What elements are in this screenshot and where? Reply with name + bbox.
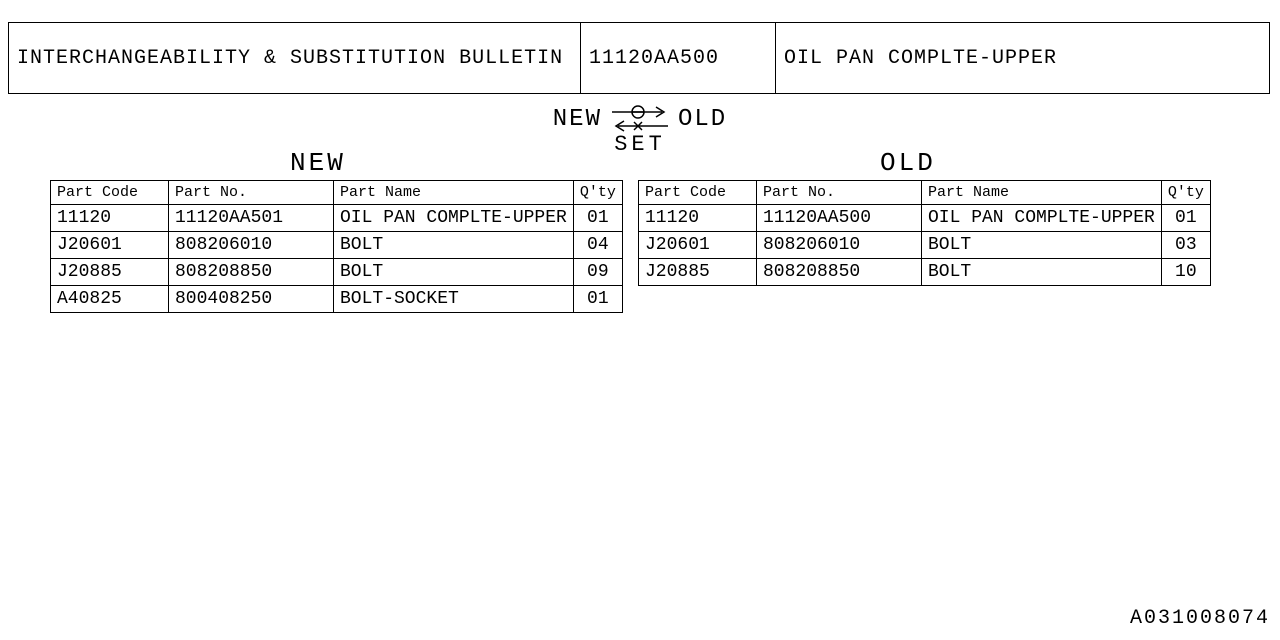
- col-header-code: Part Code: [639, 181, 757, 205]
- table-header-row: Part Code Part No. Part Name Q'ty: [51, 181, 623, 205]
- set-new-label: NEW: [553, 106, 602, 133]
- old-parts-table: Part Code Part No. Part Name Q'ty 111201…: [638, 180, 1211, 286]
- table-row: J20601808206010BOLT03: [639, 232, 1211, 259]
- cell-qty: 03: [1161, 232, 1210, 259]
- table-header-row: Part Code Part No. Part Name Q'ty: [639, 181, 1211, 205]
- cell-code: J20885: [51, 259, 169, 286]
- table-row: J20601808206010BOLT04: [51, 232, 623, 259]
- cell-code: J20601: [51, 232, 169, 259]
- col-header-qty: Q'ty: [573, 181, 622, 205]
- cell-name: OIL PAN COMPLTE-UPPER: [922, 205, 1162, 232]
- cell-code: J20885: [639, 259, 757, 286]
- set-old-label: OLD: [678, 106, 727, 133]
- document-number: A031008074: [1130, 607, 1270, 630]
- set-bottom-label: SET: [510, 132, 770, 157]
- cell-name: OIL PAN COMPLTE-UPPER: [334, 205, 574, 232]
- col-header-name: Part Name: [334, 181, 574, 205]
- table-row: 1112011120AA501OIL PAN COMPLTE-UPPER01: [51, 205, 623, 232]
- col-header-name: Part Name: [922, 181, 1162, 205]
- col-header-code: Part Code: [51, 181, 169, 205]
- cell-qty: 09: [573, 259, 622, 286]
- section-label-new: NEW: [290, 148, 346, 178]
- table-row: A40825800408250BOLT-SOCKET01: [51, 286, 623, 313]
- cell-qty: 01: [573, 286, 622, 313]
- cell-no: 808206010: [169, 232, 334, 259]
- cell-no: 808208850: [169, 259, 334, 286]
- cell-qty: 10: [1161, 259, 1210, 286]
- cell-name: BOLT-SOCKET: [334, 286, 574, 313]
- cell-code: 11120: [51, 205, 169, 232]
- table-row: J20885808208850BOLT09: [51, 259, 623, 286]
- table-row: J20885808208850BOLT10: [639, 259, 1211, 286]
- table-row: 1112011120AA500OIL PAN COMPLTE-UPPER01: [639, 205, 1211, 232]
- cell-no: 11120AA501: [169, 205, 334, 232]
- cell-code: A40825: [51, 286, 169, 313]
- col-header-no: Part No.: [169, 181, 334, 205]
- col-header-qty: Q'ty: [1161, 181, 1210, 205]
- col-header-no: Part No.: [757, 181, 922, 205]
- cell-qty: 01: [573, 205, 622, 232]
- cell-code: 11120: [639, 205, 757, 232]
- header-part-name: OIL PAN COMPLTE-UPPER: [776, 23, 1269, 93]
- set-symbol-row1: NEW OLD: [510, 102, 770, 136]
- header-title: INTERCHANGEABILITY & SUBSTITUTION BULLET…: [9, 23, 581, 93]
- cell-name: BOLT: [922, 232, 1162, 259]
- cell-qty: 04: [573, 232, 622, 259]
- new-parts-table: Part Code Part No. Part Name Q'ty 111201…: [50, 180, 623, 313]
- cell-code: J20601: [639, 232, 757, 259]
- cell-no: 800408250: [169, 286, 334, 313]
- section-label-old: OLD: [880, 148, 936, 178]
- cell-no: 11120AA500: [757, 205, 922, 232]
- cell-qty: 01: [1161, 205, 1210, 232]
- cell-name: BOLT: [334, 259, 574, 286]
- header-bar: INTERCHANGEABILITY & SUBSTITUTION BULLET…: [8, 22, 1270, 94]
- page: INTERCHANGEABILITY & SUBSTITUTION BULLET…: [0, 0, 1280, 640]
- cell-no: 808208850: [757, 259, 922, 286]
- interchange-arrows-icon: [608, 102, 672, 136]
- cell-name: BOLT: [334, 232, 574, 259]
- cell-no: 808206010: [757, 232, 922, 259]
- header-part-no: 11120AA500: [581, 23, 776, 93]
- cell-name: BOLT: [922, 259, 1162, 286]
- set-symbol: NEW OLD SET: [510, 102, 770, 157]
